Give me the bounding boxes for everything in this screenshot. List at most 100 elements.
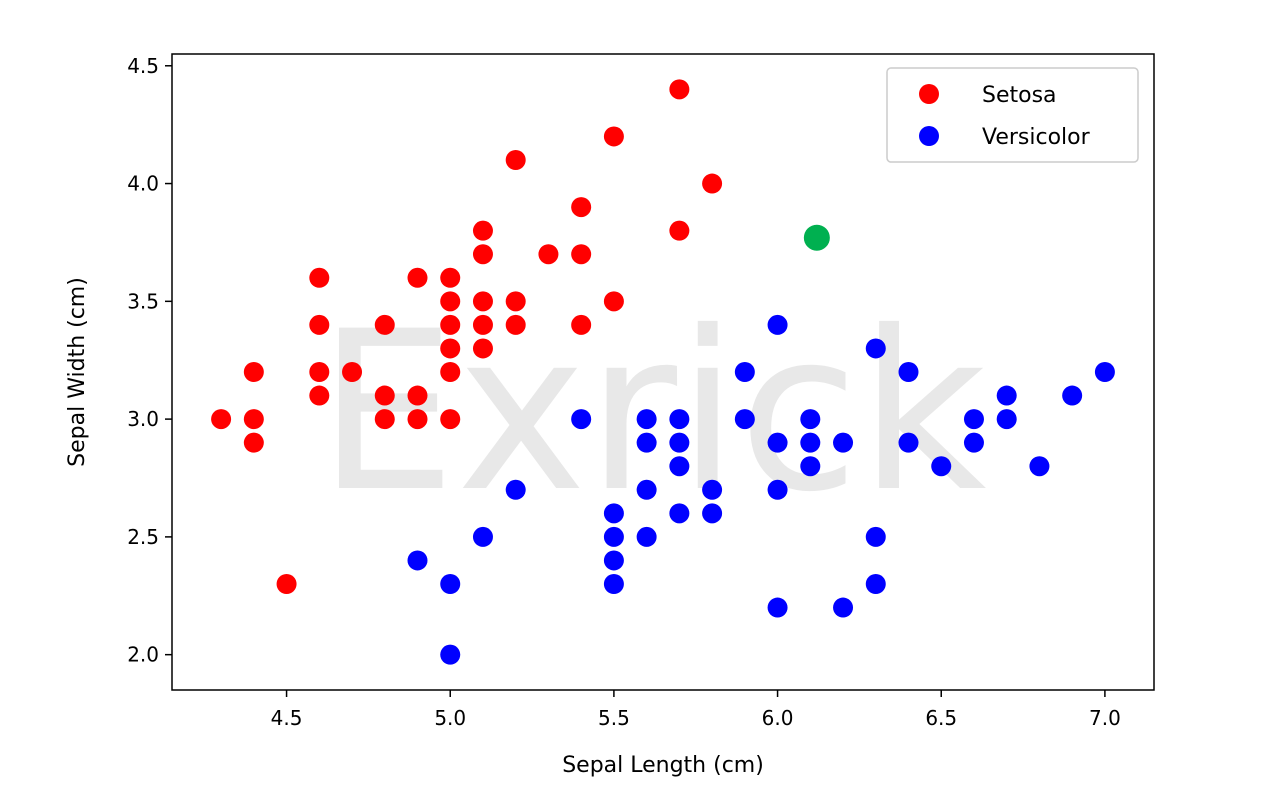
setosa-point-20 [440,362,461,382]
versicolor-point-11 [636,432,657,453]
y-tick-label: 2.5 [127,525,159,549]
setosa-point-5 [309,267,330,288]
setosa-point-28 [505,291,526,312]
setosa-point-11 [374,385,395,406]
y-tick-label: 3.0 [127,407,159,431]
versicolor-point-12 [636,479,657,500]
setosa-point-31 [571,197,592,218]
versicolor-point-28 [800,456,821,477]
versicolor-point-13 [636,526,657,547]
versicolor-point-6 [603,503,624,524]
setosa-point-2 [243,409,264,430]
versicolor-point-9 [603,574,624,594]
y-tick-label: 4.5 [127,54,159,78]
versicolor-point-31 [865,338,886,359]
setosa-point-17 [440,291,461,312]
x-tick-label: 5.0 [434,706,466,730]
versicolor-point-37 [963,409,984,430]
setosa-point-36 [669,79,690,100]
setosa-point-33 [571,314,592,335]
setosa-point-29 [505,314,526,335]
versicolor-point-19 [702,503,723,524]
x-tick-label: 6.0 [762,706,794,730]
setosa-point-4 [276,574,297,594]
setosa-point-0 [211,409,232,430]
setosa-point-12 [374,409,395,430]
versicolor-point-16 [669,456,690,477]
x-tick-label: 7.0 [1089,706,1121,730]
setosa-point-7 [309,362,330,382]
x-axis: 4.5 5.0 5.5 6.0 6.5 7.0 [271,690,1121,730]
versicolor-point-21 [734,409,755,430]
y-tick-label: 3.5 [127,289,159,313]
setosa-point-24 [472,291,493,312]
setosa-point-34 [603,126,624,147]
legend-marker-setosa [919,84,939,104]
versicolor-point-27 [800,432,821,453]
setosa-point-38 [702,173,723,194]
setosa-point-6 [309,314,330,335]
versicolor-point-3 [472,526,493,547]
y-axis: 2.0 2.5 3.0 3.5 4.0 4.5 [127,54,172,667]
versicolor-point-43 [1094,362,1115,382]
setosa-point-8 [309,385,330,406]
versicolor-point-17 [669,503,690,524]
setosa-point-22 [472,220,493,241]
setosa-point-15 [407,409,428,430]
setosa-point-26 [472,338,493,359]
versicolor-point-23 [767,432,788,453]
versicolor-point-10 [636,409,657,430]
versicolor-point-8 [603,550,624,571]
versicolor-point-26 [800,409,821,430]
x-axis-title: Sepal Length (cm) [562,753,764,778]
setosa-point-18 [440,314,461,335]
versicolor-point-0 [407,550,428,571]
versicolor-point-1 [440,574,461,594]
versicolor-point-20 [734,362,755,382]
setosa-point-19 [440,338,461,359]
versicolor-point-40 [996,409,1017,430]
setosa-point-13 [407,267,428,288]
legend-box [886,67,1139,163]
versicolor-point-34 [898,362,919,382]
versicolor-point-25 [767,597,788,618]
versicolor-point-2 [440,644,461,665]
setosa-point-32 [571,244,592,265]
x-tick-label: 6.5 [925,706,957,730]
data-points [211,79,1115,665]
setosa-point-25 [472,314,493,335]
x-tick-label: 5.5 [598,706,630,730]
setosa-point-3 [243,432,264,453]
versicolor-point-35 [898,432,919,453]
legend-marker-versicolor [919,126,939,146]
setosa-point-35 [603,291,624,312]
versicolor-point-4 [505,479,526,500]
legend: Setosa Versicolor [886,67,1139,163]
versicolor-point-15 [669,432,690,453]
highlight-point [803,224,830,251]
y-axis-title: Sepal Width (cm) [65,277,90,467]
setosa-point-1 [243,362,264,382]
setosa-point-30 [538,244,559,265]
setosa-point-14 [407,385,428,406]
y-tick-label: 2.0 [127,643,159,667]
versicolor-point-36 [931,456,952,477]
setosa-point-10 [374,314,395,335]
x-tick-label: 4.5 [271,706,303,730]
versicolor-point-42 [1062,385,1083,406]
plot-area-frame [171,53,1155,691]
setosa-point-16 [440,267,461,288]
versicolor-point-24 [767,479,788,500]
versicolor-point-38 [963,432,984,453]
versicolor-point-30 [833,597,854,618]
setosa-point-21 [440,409,461,430]
setosa-point-23 [472,244,493,265]
legend-label-setosa: Setosa [982,83,1057,108]
versicolor-point-5 [571,409,592,430]
versicolor-point-39 [996,385,1017,406]
versicolor-point-7 [603,526,624,547]
versicolor-point-29 [833,432,854,453]
setosa-point-37 [669,220,690,241]
versicolor-point-18 [702,479,723,500]
